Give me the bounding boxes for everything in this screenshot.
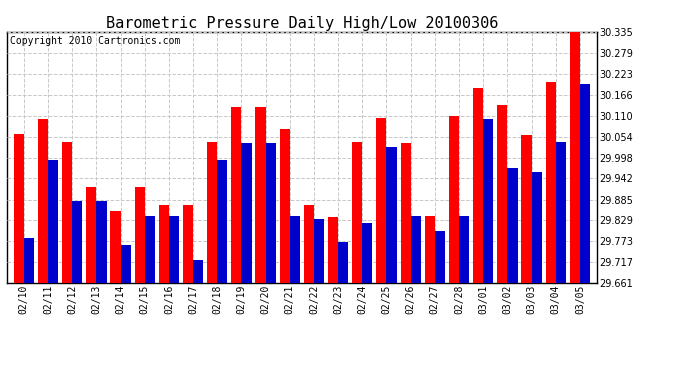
Bar [266, 142, 276, 283]
Bar [411, 216, 421, 283]
Bar [86, 187, 97, 283]
Bar [425, 216, 435, 283]
Bar [183, 205, 193, 283]
Bar [352, 142, 362, 283]
Bar [290, 216, 300, 283]
Bar [531, 172, 542, 283]
Bar [231, 107, 241, 283]
Bar [217, 160, 228, 283]
Bar [314, 219, 324, 283]
Bar [279, 129, 290, 283]
Bar [546, 82, 555, 283]
Bar [38, 120, 48, 283]
Bar [145, 216, 155, 283]
Bar [255, 107, 266, 283]
Bar [121, 246, 130, 283]
Bar [169, 216, 179, 283]
Bar [386, 147, 397, 283]
Bar [449, 116, 459, 283]
Bar [507, 168, 518, 283]
Bar [497, 105, 507, 283]
Bar [193, 260, 204, 283]
Bar [570, 31, 580, 283]
Bar [72, 201, 82, 283]
Bar [522, 135, 531, 283]
Bar [459, 216, 469, 283]
Text: Copyright 2010 Cartronics.com: Copyright 2010 Cartronics.com [10, 36, 180, 46]
Bar [14, 134, 24, 283]
Bar [110, 211, 121, 283]
Bar [207, 142, 217, 283]
Bar [159, 205, 169, 283]
Bar [62, 142, 72, 283]
Bar [376, 118, 386, 283]
Bar [328, 217, 338, 283]
Bar [135, 187, 145, 283]
Bar [48, 160, 58, 283]
Bar [24, 238, 34, 283]
Bar [241, 142, 252, 283]
Title: Barometric Pressure Daily High/Low 20100306: Barometric Pressure Daily High/Low 20100… [106, 16, 498, 31]
Bar [580, 84, 590, 283]
Bar [97, 201, 106, 283]
Bar [400, 142, 411, 283]
Bar [362, 223, 373, 283]
Bar [555, 142, 566, 283]
Bar [338, 242, 348, 283]
Bar [473, 88, 483, 283]
Bar [304, 205, 314, 283]
Bar [435, 231, 445, 283]
Bar [483, 120, 493, 283]
